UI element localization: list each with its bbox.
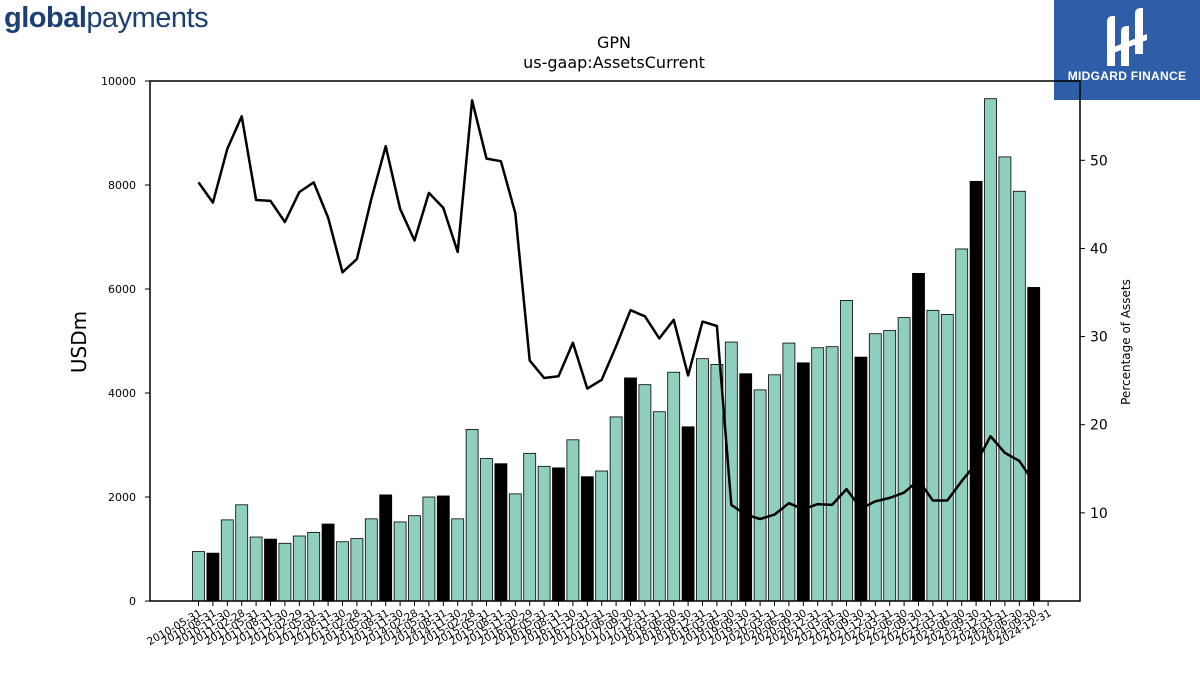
bar [681,426,695,602]
bar [465,428,479,602]
midgard-finance-logo: MIDGARD FINANCE [1054,0,1200,100]
bar [552,467,565,602]
bar [969,180,983,602]
bar [422,496,436,602]
bar [811,347,825,602]
bar [609,416,623,602]
bar [739,373,753,602]
bar [523,452,537,602]
bar [840,300,853,602]
bar [926,309,940,602]
bar [897,317,911,602]
bar [1012,190,1026,602]
bar [364,518,378,602]
bar [724,341,738,602]
y-tick-label: 4000 [108,387,136,400]
y2-tick-label: 30 [1090,330,1108,346]
bar [667,371,681,602]
bar [796,362,810,602]
bar [235,504,249,602]
bar [912,272,925,602]
bar [1027,287,1041,602]
y2-axis-label: Percentage of Assets [1119,279,1133,405]
bar [321,523,335,602]
bar [624,377,637,602]
plot-frame [149,80,1081,602]
axes: 020004000600080001000010203040502010-05-… [101,75,1108,648]
y-tick-label: 0 [129,595,136,608]
bar [249,536,263,602]
bar [696,358,709,602]
global-payments-logo: global payments [4,2,209,38]
y2-tick-label: 40 [1090,241,1108,257]
y-tick-label: 2000 [108,491,136,504]
bar [436,495,450,602]
bar [192,551,205,602]
bar [393,521,407,602]
bar [580,476,594,602]
bar [998,156,1012,602]
bar [451,518,465,602]
y-tick-label: 10000 [101,75,136,88]
bar [638,384,652,602]
line-series [197,99,1035,521]
bar [566,439,580,602]
bar [883,330,897,602]
y-axis-label: USDm [67,311,91,373]
bar [782,342,796,602]
y-tick-label: 6000 [108,283,136,296]
midgard-mark-icon [1107,8,1147,66]
bar [753,389,767,602]
bar [710,363,724,602]
bar [652,411,666,602]
bar [825,346,839,602]
percentage-line [197,99,1035,521]
y-tick-label: 8000 [108,179,136,192]
bar [292,535,306,602]
bar [595,470,609,602]
chart-subtitle: us-gaap:AssetsCurrent [523,53,705,72]
bar [336,541,349,602]
bar [537,465,551,602]
y2-tick-label: 50 [1090,153,1108,169]
bar-series [192,98,1041,602]
y2-tick-label: 10 [1090,506,1108,522]
bar [494,463,508,602]
bar [768,374,781,602]
bar [940,314,954,602]
bar [206,552,220,602]
chart-title: GPN [597,33,631,52]
bar [868,333,882,602]
bar [307,531,321,602]
logo-text-bold: global [4,2,87,34]
bar [854,356,868,602]
bar [350,538,364,602]
bar [508,493,522,602]
bar [955,248,969,602]
bar [408,515,421,602]
y2-tick-label: 20 [1090,418,1108,434]
bar [220,519,234,602]
bar [264,538,277,602]
bar [278,542,292,602]
bar [480,458,493,602]
bar [984,98,997,602]
midgard-finance-wordmark: MIDGARD FINANCE [1067,69,1187,83]
logo-text-regular: payments [86,2,209,34]
bar [379,494,393,602]
